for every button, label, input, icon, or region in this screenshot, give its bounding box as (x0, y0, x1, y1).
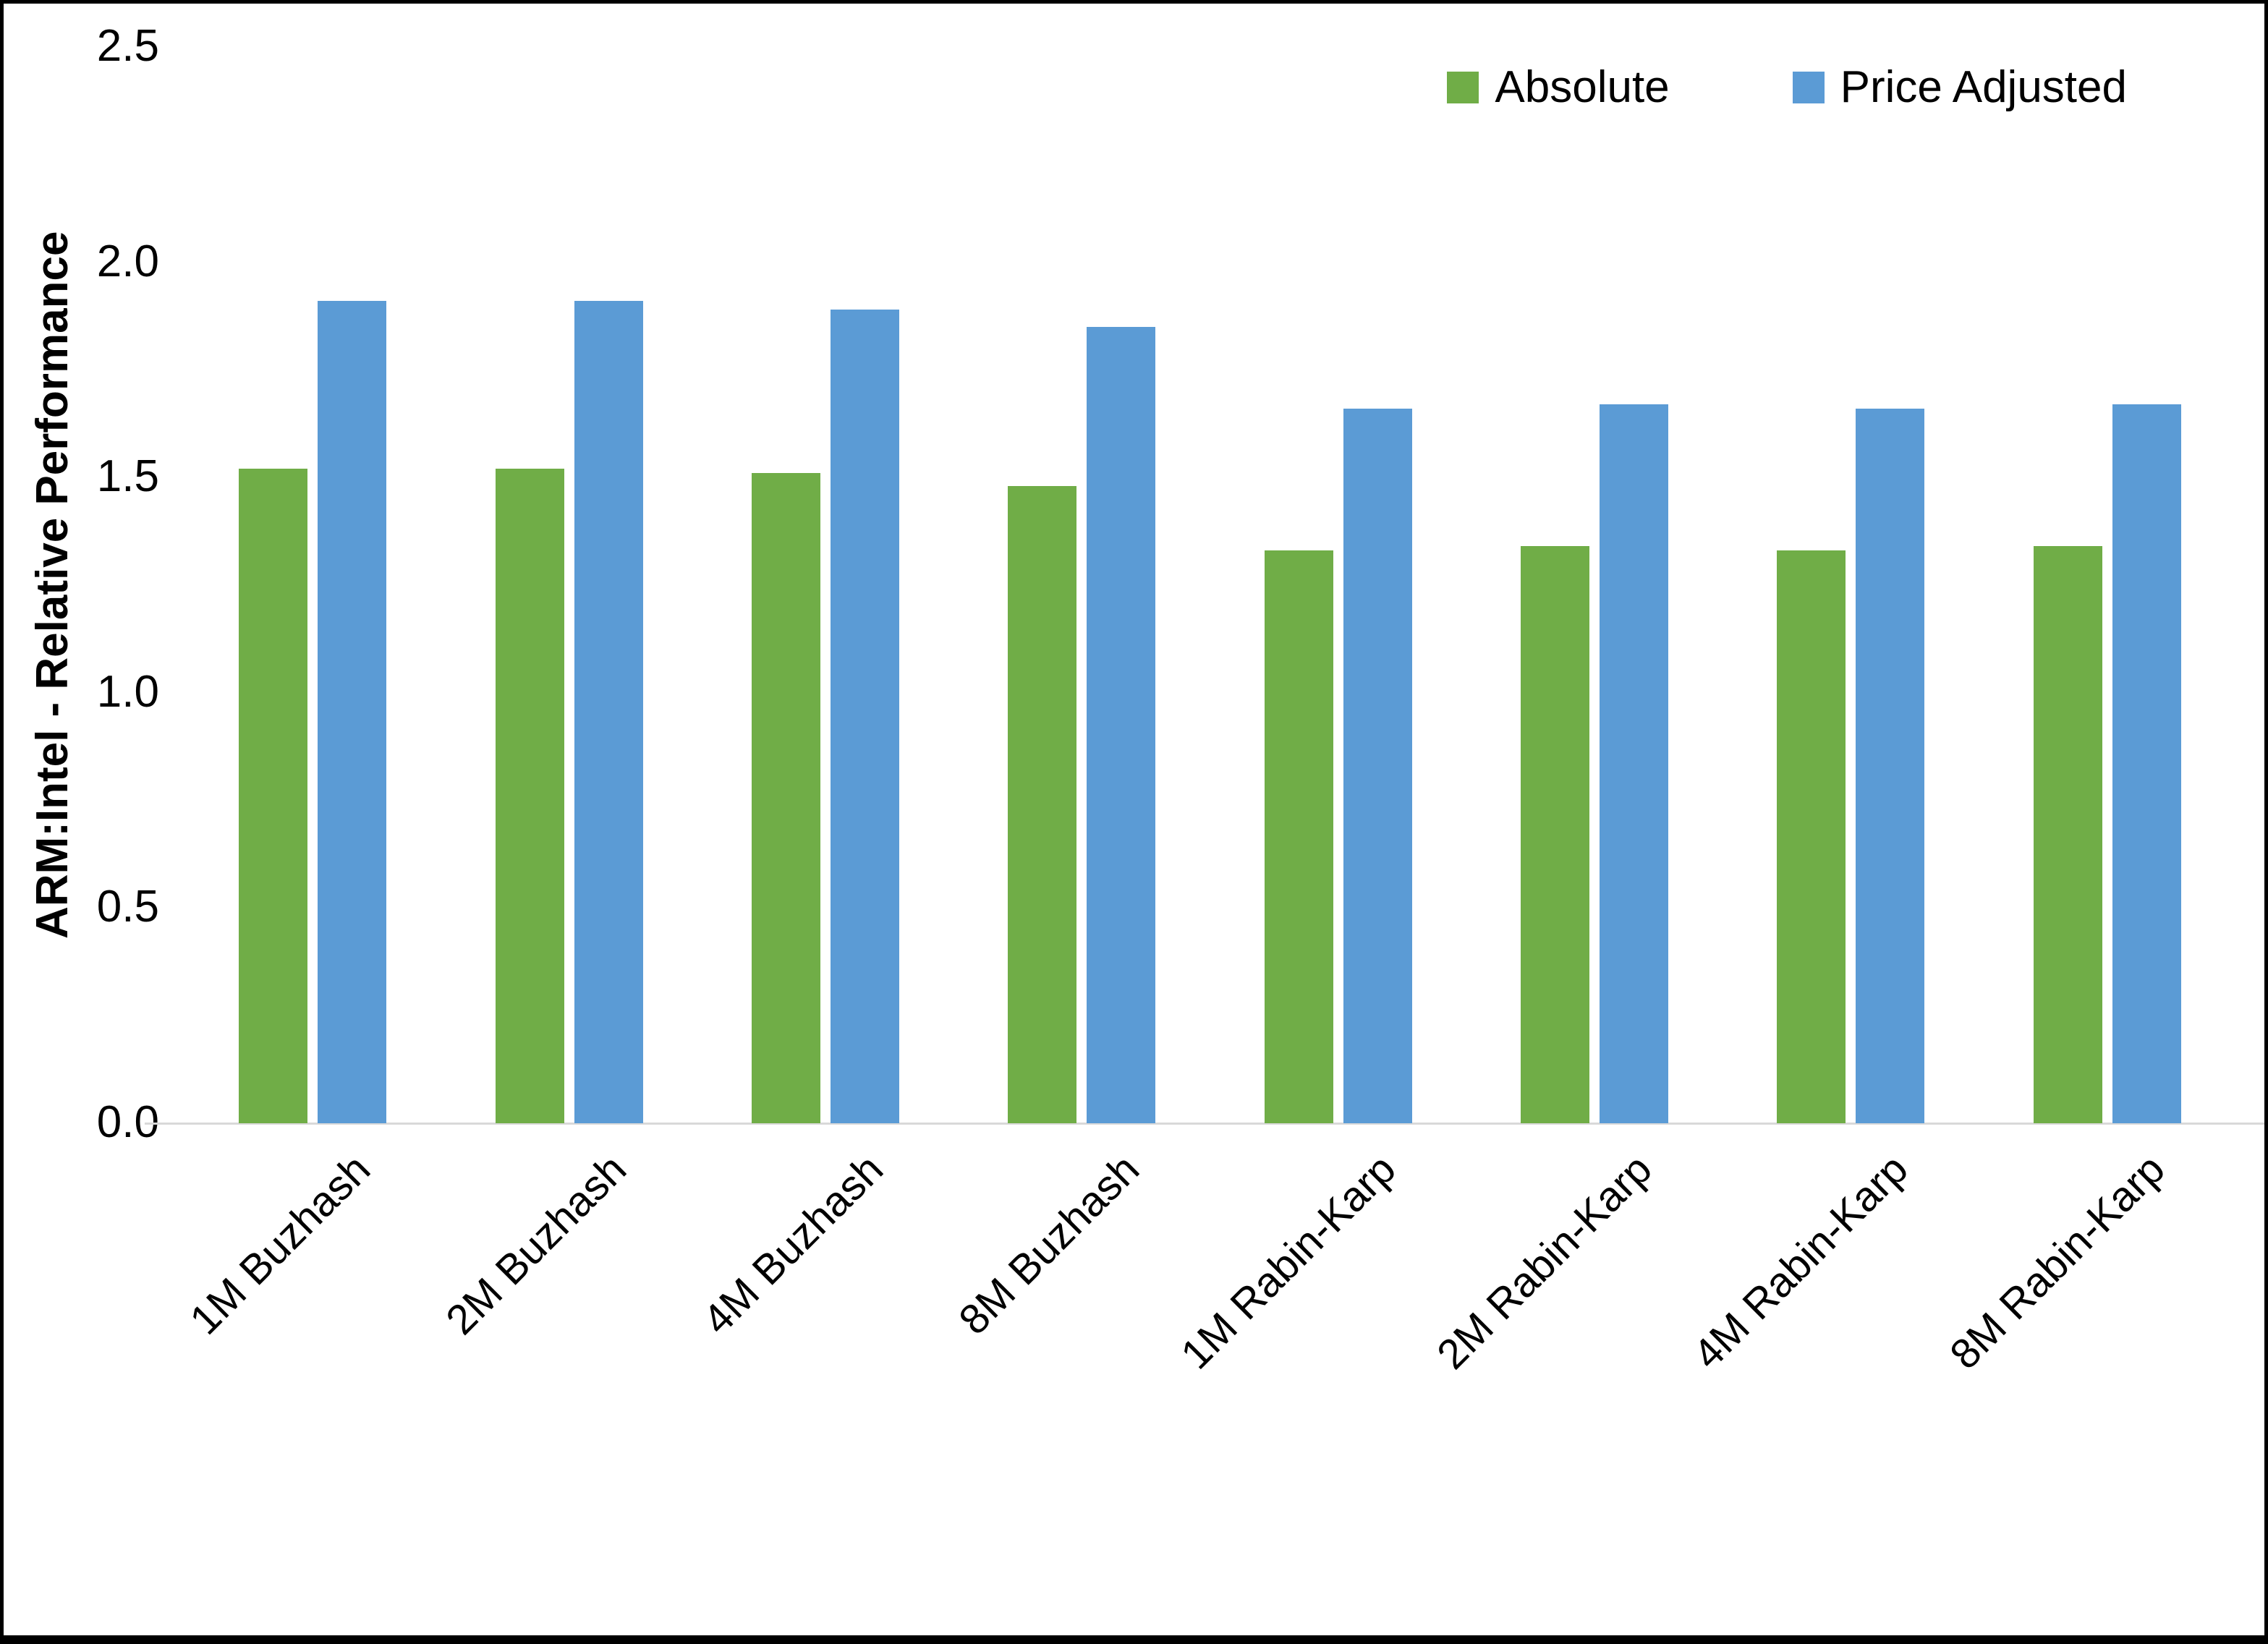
y-tick-label-0-5: 0.5 (96, 882, 159, 932)
legend: Absolute Price Adjusted (1447, 61, 2127, 113)
legend-swatch-absolute (1447, 71, 1479, 103)
bar-price-adjusted-8m-buzhash (1087, 326, 1156, 1123)
x-axis-tick-labels: 1M Buzhash 2M Buzhash 4M Buzhash 8M Buzhash… (181, 1136, 2235, 1541)
bar-price-adjusted-1m-rabin-karp (1343, 408, 1412, 1123)
bar-price-adjusted-2m-rabin-karp (1600, 404, 1669, 1123)
bar-absolute-8m-buzhash (1008, 486, 1077, 1123)
x-tick-label-2m-rabin-karp: 2M Rabin-Karp (1427, 1145, 1661, 1379)
legend-label-absolute: Absolute (1495, 62, 1670, 112)
y-axis-tick-labels: 2.5 2.0 1.5 1.0 0.5 0.0 (43, 21, 159, 1147)
bar-absolute-4m-buzhash (751, 473, 820, 1123)
x-tick-label-8m-rabin-karp: 8M Rabin-Karp (1940, 1145, 2174, 1379)
legend-item-absolute: Absolute (1447, 61, 1670, 113)
bar-price-adjusted-2m-buzhash (574, 301, 643, 1123)
x-tick-label-1m-rabin-karp: 1M Rabin-Karp (1171, 1145, 1405, 1379)
x-tick-label-4m-rabin-karp: 4M Rabin-Karp (1684, 1145, 1918, 1379)
x-tick-label-2m-buzhash: 2M Buzhash (437, 1145, 636, 1344)
bar-price-adjusted-8m-rabin-karp (2112, 404, 2181, 1123)
bar-price-adjusted-1m-buzhash (318, 301, 387, 1123)
y-tick-label-0-0: 0.0 (96, 1097, 159, 1147)
x-tick-label-8m-buzhash: 8M Buzhash (950, 1145, 1148, 1344)
bar-price-adjusted-4m-rabin-karp (1856, 408, 1925, 1123)
legend-label-price-adjusted: Price Adjusted (1840, 62, 2127, 112)
bar-price-adjusted-4m-buzhash (830, 310, 899, 1123)
bar-absolute-8m-rabin-karp (2033, 546, 2102, 1123)
y-tick-label-1-0: 1.0 (96, 666, 159, 717)
y-tick-label-2-0: 2.0 (96, 236, 159, 286)
bar-absolute-2m-rabin-karp (1521, 546, 1590, 1123)
y-tick-label-2-5: 2.5 (96, 21, 159, 71)
bar-absolute-1m-buzhash (239, 469, 308, 1123)
y-tick-label-1-5: 1.5 (96, 451, 159, 502)
legend-swatch-price-adjusted (1792, 71, 1825, 103)
bar-absolute-1m-rabin-karp (1264, 550, 1333, 1123)
plot-area: Absolute Price Adjusted (145, 47, 2264, 1125)
x-tick-label-1m-buzhash: 1M Buzhash (180, 1145, 379, 1344)
x-axis-line (145, 1123, 2264, 1125)
x-tick-label-4m-buzhash: 4M Buzhash (693, 1145, 892, 1344)
bar-absolute-2m-buzhash (495, 469, 564, 1123)
legend-item-price-adjusted: Price Adjusted (1792, 61, 2127, 113)
bar-absolute-4m-rabin-karp (1777, 550, 1846, 1123)
